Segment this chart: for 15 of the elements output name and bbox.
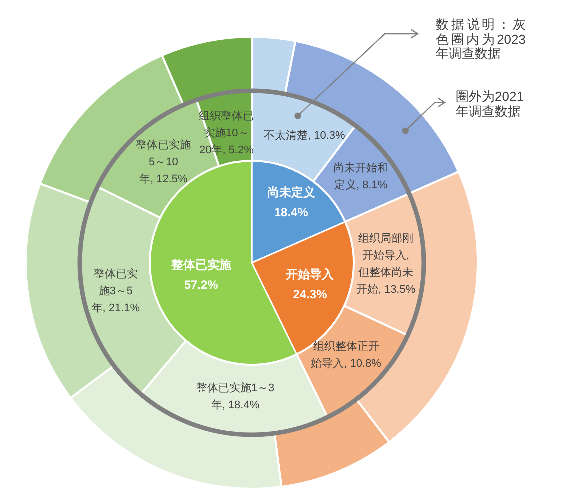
text: 圈外为2021年调查数据	[456, 89, 525, 119]
data-label: 57.2%	[184, 278, 219, 292]
data-label: 18.4%	[274, 206, 309, 220]
slice-label: 整体已实施3～5年, 21.1%	[92, 267, 140, 314]
slice-label: 尚未定义	[267, 186, 316, 200]
data-label: 24.3%	[293, 287, 328, 302]
slice-label: 整体已实施1～3年, 18.4%	[196, 381, 275, 412]
slice-label: 开始导入	[285, 267, 336, 282]
slice-label: 整体已实施	[170, 258, 232, 272]
text: 数据说明：灰色圈内为2023年调查数据	[436, 17, 526, 62]
slice-label: 不太清楚, 10.3%	[264, 128, 346, 142]
slice-label: 组织整体正开始导入, 10.8%	[311, 340, 382, 370]
slice-label: 尚未开始和定义, 8.1%	[334, 161, 389, 192]
slice-label: 组织局部刚开始导入, 但整体尚未开始, 13.5%	[356, 232, 416, 296]
slice-label: 整体已实施5～10年, 12.5%	[136, 138, 192, 186]
